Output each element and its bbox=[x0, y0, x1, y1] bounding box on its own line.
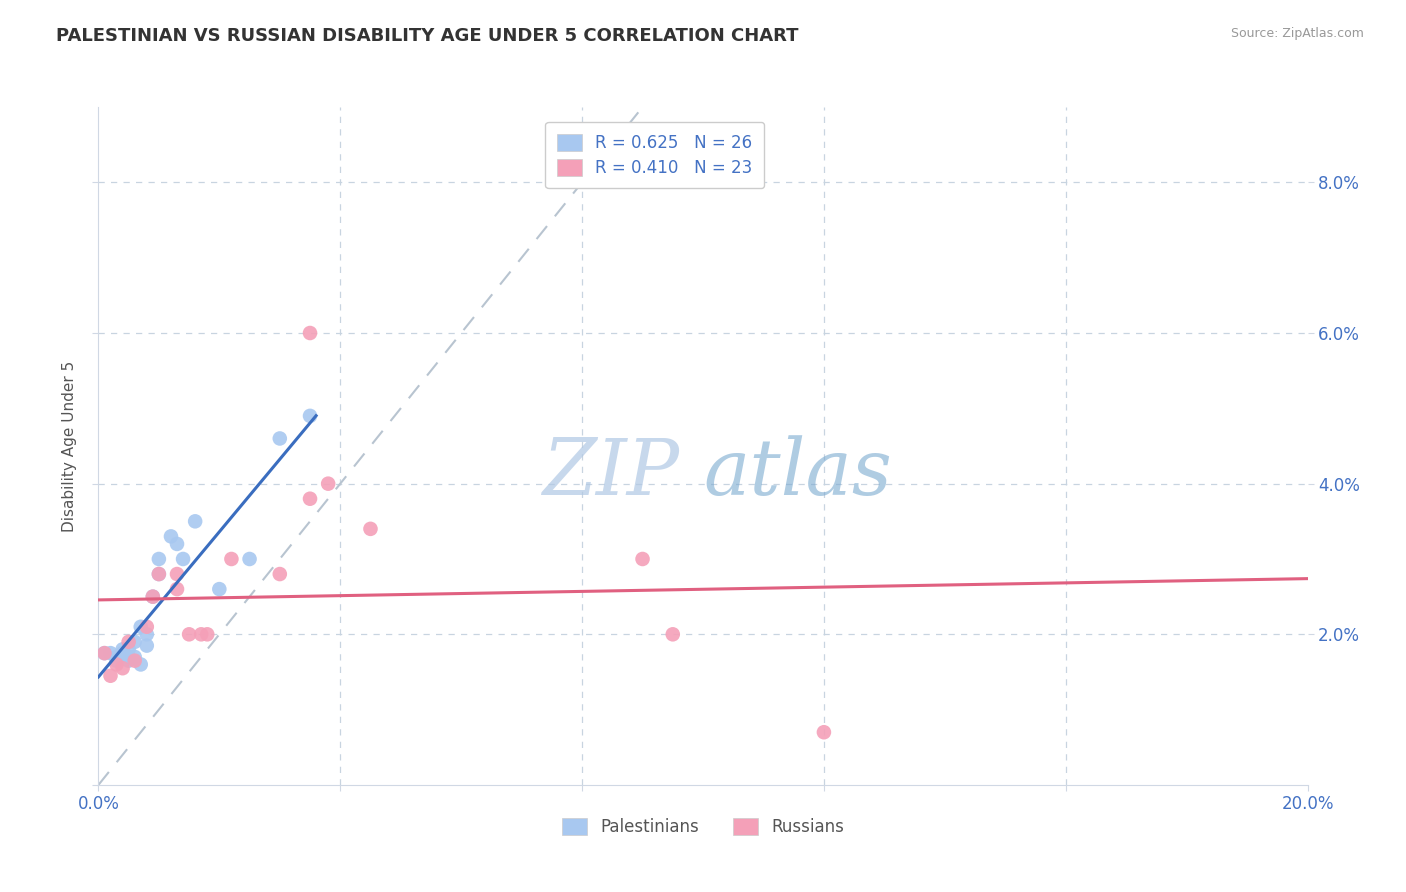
Point bbox=[124, 635, 146, 649]
Point bbox=[93, 646, 115, 660]
Point bbox=[135, 639, 157, 653]
Point bbox=[195, 627, 218, 641]
Point bbox=[118, 642, 141, 657]
Point bbox=[190, 627, 212, 641]
Point bbox=[135, 620, 157, 634]
Point bbox=[148, 567, 170, 582]
Point bbox=[172, 552, 194, 566]
Point bbox=[105, 657, 128, 672]
Point bbox=[184, 514, 207, 528]
Point bbox=[100, 646, 122, 660]
Point bbox=[299, 491, 322, 506]
Point bbox=[93, 646, 115, 660]
Point bbox=[118, 649, 141, 664]
Point bbox=[299, 326, 322, 340]
Point bbox=[135, 627, 157, 641]
Point bbox=[124, 649, 146, 664]
Point bbox=[316, 476, 339, 491]
Point bbox=[105, 649, 128, 664]
Point bbox=[269, 432, 291, 446]
Y-axis label: Disability Age Under 5: Disability Age Under 5 bbox=[62, 360, 77, 532]
Text: ZIP: ZIP bbox=[541, 435, 679, 511]
Point bbox=[142, 590, 165, 604]
Text: atlas: atlas bbox=[703, 435, 891, 511]
Point bbox=[118, 635, 141, 649]
Point bbox=[166, 582, 188, 596]
Point bbox=[221, 552, 243, 566]
Point bbox=[179, 627, 201, 641]
Point bbox=[269, 567, 291, 582]
Point bbox=[208, 582, 231, 596]
Point bbox=[299, 409, 322, 423]
Point bbox=[148, 567, 170, 582]
Text: PALESTINIAN VS RUSSIAN DISABILITY AGE UNDER 5 CORRELATION CHART: PALESTINIAN VS RUSSIAN DISABILITY AGE UN… bbox=[56, 27, 799, 45]
Point bbox=[142, 590, 165, 604]
Legend: Palestinians, Russians: Palestinians, Russians bbox=[554, 810, 852, 845]
Point bbox=[166, 567, 188, 582]
Point bbox=[124, 654, 146, 668]
Point bbox=[111, 642, 134, 657]
Point bbox=[813, 725, 835, 739]
Point bbox=[100, 669, 122, 683]
Point bbox=[129, 620, 152, 634]
Point bbox=[105, 654, 128, 668]
Point bbox=[239, 552, 262, 566]
Point bbox=[661, 627, 683, 641]
Point bbox=[360, 522, 382, 536]
Point bbox=[118, 654, 141, 668]
Point bbox=[166, 537, 188, 551]
Point bbox=[129, 657, 152, 672]
Point bbox=[631, 552, 654, 566]
Point bbox=[160, 529, 183, 543]
Point bbox=[148, 552, 170, 566]
Point bbox=[111, 646, 134, 660]
Point bbox=[111, 661, 134, 675]
Text: Source: ZipAtlas.com: Source: ZipAtlas.com bbox=[1230, 27, 1364, 40]
